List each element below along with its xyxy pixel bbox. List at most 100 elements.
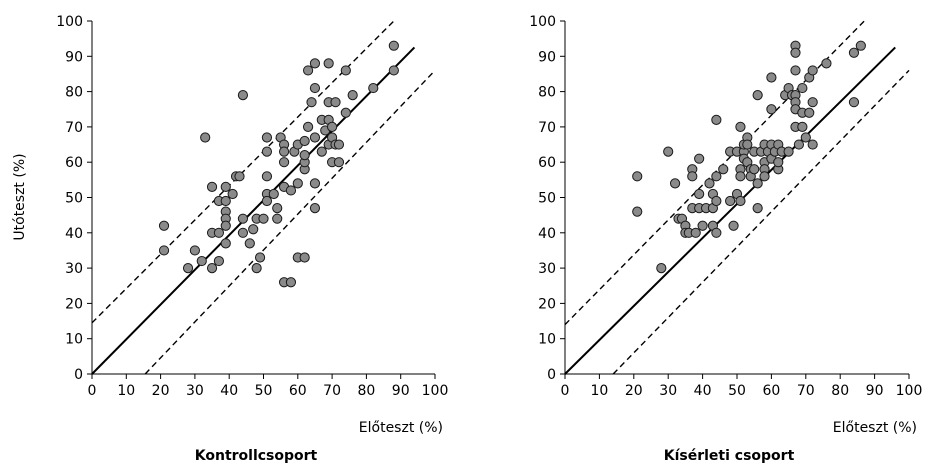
panel2-y-tick-label: 0 xyxy=(547,367,556,383)
panel1-y-tick-label: 20 xyxy=(65,296,83,312)
panel1-data-point xyxy=(237,227,249,238)
panel1-y-tick-label: 60 xyxy=(65,155,83,171)
panel1-x-tick-label: 30 xyxy=(186,383,204,399)
panel2-y-tick-label: 10 xyxy=(538,332,556,348)
panel2-data-point xyxy=(711,227,722,238)
panel2-dashed-band-line-2 xyxy=(612,69,910,375)
panel1-data-point xyxy=(330,97,341,108)
panel1-data-point xyxy=(200,132,211,143)
panel2-y-tick-label: 80 xyxy=(538,85,556,101)
panel1-data-point xyxy=(237,90,249,101)
panel1-data-point xyxy=(340,65,351,76)
panel2-data-point xyxy=(694,188,705,200)
panel1-data-point xyxy=(272,213,283,224)
panel2-x-tick-label: 10 xyxy=(590,383,608,399)
panel2-x-axis-label: Előteszt (%) xyxy=(833,420,917,436)
panel1-y-tick-label: 50 xyxy=(65,191,83,207)
panel1-data-point xyxy=(220,220,231,231)
panel2-data-point xyxy=(663,146,674,157)
panel2-x-tick-label: 50 xyxy=(728,383,746,399)
panel2-x-tick-label: 40 xyxy=(694,383,712,399)
panel1-data-point xyxy=(244,238,255,249)
panel1-data-point xyxy=(158,245,170,256)
panel2-data-point xyxy=(790,65,801,76)
panel1-data-point xyxy=(278,146,290,157)
panel1-data-point xyxy=(309,58,321,69)
panel1-data-point xyxy=(237,213,249,224)
panel2-data-point xyxy=(742,139,753,150)
panel2-y-tick-label: 30 xyxy=(538,261,556,277)
panel2-y-tick-label: 70 xyxy=(538,120,556,136)
panel1-y-tick-label: 10 xyxy=(65,332,83,348)
panel1-data-point xyxy=(316,146,327,157)
panel2-data-point xyxy=(752,90,763,101)
panel2-x-tick-label: 30 xyxy=(659,383,677,399)
panel1-data-point xyxy=(227,188,238,200)
panel1-data-point xyxy=(306,97,317,108)
panel2-data-point xyxy=(790,47,801,58)
panel1-x-tick-label: 10 xyxy=(117,383,135,399)
panel1-data-point xyxy=(309,132,321,143)
panel2-data-point xyxy=(718,164,729,175)
panel2-data-point xyxy=(632,171,643,182)
panel1-data-point xyxy=(278,157,290,168)
panel1-data-point xyxy=(309,82,321,94)
panel1-data-point xyxy=(272,202,283,214)
panel2-x-tick-label: 60 xyxy=(762,383,780,399)
panel1-data-point xyxy=(261,132,273,143)
panel1-data-point xyxy=(220,195,231,207)
panel1-x-tick-label: 20 xyxy=(152,383,170,399)
panel2-chart-title: Kísérleti csoport xyxy=(664,448,795,464)
panel2-data-point xyxy=(800,132,811,143)
panel2-data-point xyxy=(766,72,777,83)
panel1-data-point xyxy=(268,188,279,200)
panel1-data-point xyxy=(213,255,225,267)
panel2-y-tick-label: 40 xyxy=(538,226,556,242)
panel2-data-point xyxy=(783,146,794,157)
panel1-data-point xyxy=(220,238,231,249)
panel2-data-point xyxy=(697,220,708,231)
panel1-data-point xyxy=(196,255,207,267)
panel2-data-point xyxy=(728,220,739,231)
panel2-data-point xyxy=(797,121,808,133)
panel1-data-point xyxy=(189,245,200,256)
panel1-data-point xyxy=(261,195,273,207)
panel1-data-point xyxy=(347,90,358,101)
panel2-y-tick-label: 50 xyxy=(538,191,556,207)
panel2-data-point xyxy=(687,171,698,182)
panel1-data-point xyxy=(182,263,194,274)
panel1-regression-line xyxy=(91,46,416,375)
panel2-data-point xyxy=(855,40,866,51)
panel2-y-tick-label: 90 xyxy=(538,49,556,65)
panel1-x-tick-label: 100 xyxy=(422,383,449,399)
panel2-data-point xyxy=(773,157,784,168)
panel1-data-point xyxy=(234,171,245,182)
panel1-y-tick-label: 30 xyxy=(65,261,83,277)
panel2-data-point xyxy=(766,104,777,115)
panel1-data-point xyxy=(261,146,273,157)
panel1-x-tick-label: 0 xyxy=(88,383,97,399)
panel1-data-point xyxy=(299,252,310,263)
panel1-data-point xyxy=(258,213,269,224)
panel1-chart-title: Kontrollcsoport xyxy=(195,448,318,464)
panel1-y-tick-label: 70 xyxy=(65,120,83,136)
panel2-data-point xyxy=(725,195,736,207)
panel2-y-tick-label: 20 xyxy=(538,296,556,312)
panel2-data-point xyxy=(752,202,763,214)
panel1-data-point xyxy=(388,40,399,51)
panel1-dashed-band-line-2 xyxy=(144,69,436,375)
panel2-data-point xyxy=(752,178,763,189)
panel1-x-tick-label: 90 xyxy=(392,383,410,399)
panel1-data-point xyxy=(220,181,231,193)
panel1-data-point xyxy=(388,65,399,76)
panel1-data-point xyxy=(368,82,379,94)
panel2-x-tick-label: 70 xyxy=(797,383,815,399)
panel2-x-tick-label: 20 xyxy=(625,383,643,399)
panel1-data-point xyxy=(327,121,338,133)
panel2-data-point xyxy=(711,171,722,182)
panel2-data-point xyxy=(797,82,808,94)
panel1-x-axis-label: Előteszt (%) xyxy=(359,420,443,436)
panel1-data-point xyxy=(340,107,351,118)
panel1-data-point xyxy=(309,178,321,189)
